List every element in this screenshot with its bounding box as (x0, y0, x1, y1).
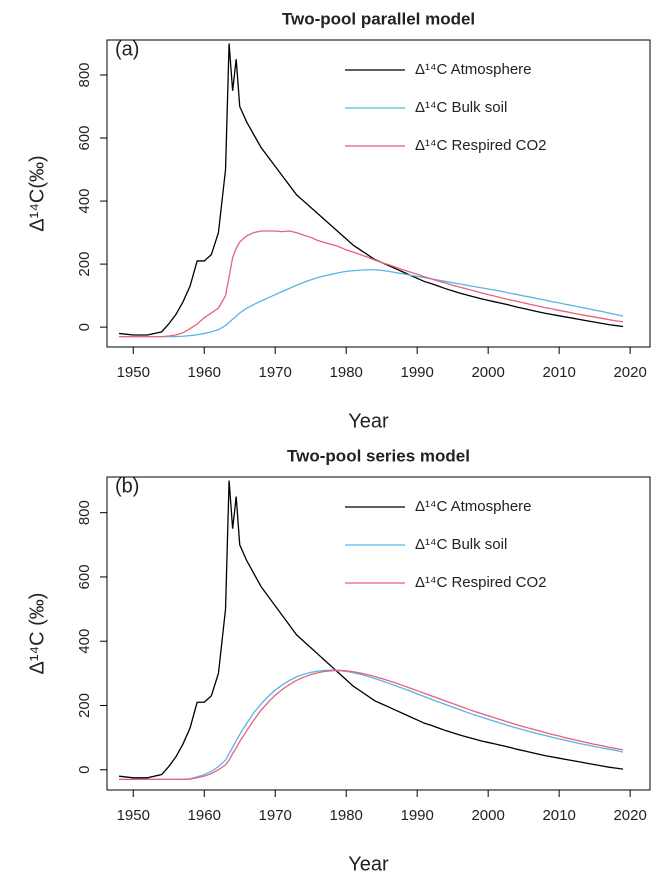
x-tick-label: 1960 (188, 807, 221, 824)
x-tick-label: 2000 (471, 807, 504, 824)
y-tick-label: 0 (76, 323, 93, 331)
legend-label: Δ¹⁴C Bulk soil (415, 536, 507, 553)
plot-frame (106, 476, 651, 791)
legend-label: Δ¹⁴C Atmosphere (415, 498, 532, 515)
x-tick-label: 1950 (117, 364, 150, 381)
data-line (118, 43, 624, 336)
plot-frame (106, 39, 651, 348)
x-tick-label: 2010 (542, 807, 575, 824)
data-line (119, 669, 624, 781)
panel-label: (a) (115, 38, 139, 60)
y-tick-label: 400 (76, 189, 93, 214)
x-tick-label: 1980 (330, 364, 363, 381)
x-tick-label: 2020 (613, 807, 646, 824)
y-tick-label: 600 (76, 126, 93, 151)
x-tick-label: 1950 (117, 807, 150, 824)
x-tick-label: 1970 (259, 364, 292, 381)
x-tick-label: 1960 (188, 364, 221, 381)
y-tick-label: 200 (76, 693, 93, 718)
panel-label: (b) (115, 475, 139, 497)
x-axis-label: Year (348, 410, 389, 432)
y-tick-label: 600 (76, 564, 93, 589)
legend-label: Δ¹⁴C Respired CO2 (415, 574, 547, 591)
y-tick-label: 800 (76, 62, 93, 87)
x-axis-label: Year (348, 853, 389, 875)
x-tick-label: 1990 (400, 807, 433, 824)
data-line (119, 669, 624, 781)
y-axis-label: Δ¹⁴C(‰) (26, 155, 48, 231)
data-line (119, 230, 624, 338)
legend-label: Δ¹⁴C Respired CO2 (415, 137, 547, 154)
y-tick-label: 800 (76, 500, 93, 525)
x-tick-label: 1980 (330, 807, 363, 824)
x-tick-label: 2020 (613, 364, 646, 381)
y-tick-label: 200 (76, 252, 93, 277)
x-tick-label: 2000 (471, 364, 504, 381)
legend-label: Δ¹⁴C Bulk soil (415, 99, 507, 116)
y-tick-label: 400 (76, 629, 93, 654)
data-line (118, 480, 624, 779)
x-tick-label: 2010 (542, 364, 575, 381)
x-tick-label: 1990 (400, 364, 433, 381)
y-tick-label: 0 (76, 766, 93, 774)
data-line (119, 269, 624, 338)
chart-title: Two-pool parallel model (282, 9, 475, 28)
chart-title: Two-pool series model (287, 446, 470, 465)
legend-label: Δ¹⁴C Atmosphere (415, 61, 532, 78)
x-tick-label: 1970 (259, 807, 292, 824)
y-axis-label: Δ¹⁴C (‰) (26, 593, 48, 675)
